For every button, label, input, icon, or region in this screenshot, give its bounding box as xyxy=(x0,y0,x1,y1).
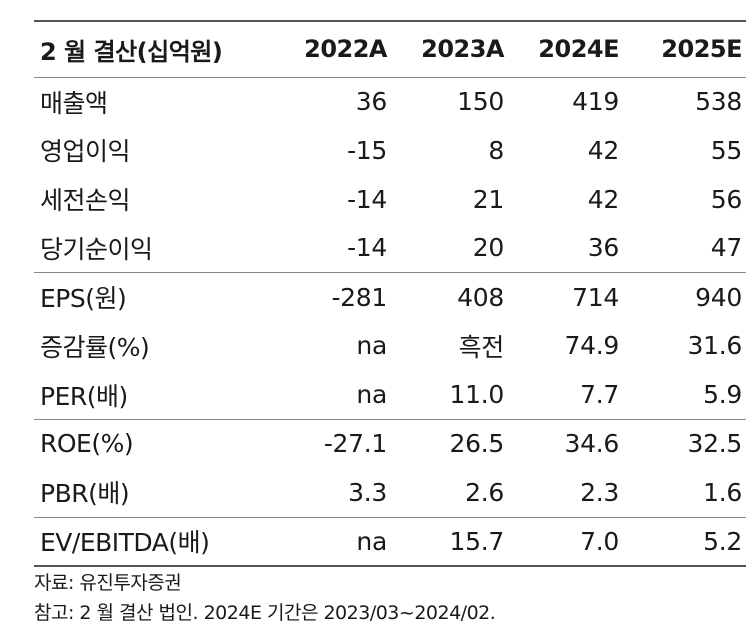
table-cell: 940 xyxy=(695,282,742,312)
table-cell: 26.5 xyxy=(449,429,505,459)
row-label: 영업이익 xyxy=(40,137,131,167)
header-year-2025e: 2025E xyxy=(623,20,746,78)
table-cell: 5.9 xyxy=(623,370,746,420)
table-cell: 2.6 xyxy=(391,468,508,518)
table-row-pretax-income: 세전손익 -14 21 42 56 xyxy=(34,175,746,224)
header-year-2024e: 2024E xyxy=(508,20,623,78)
table-cell: -27.1 xyxy=(323,429,387,459)
row-label: PBR(배) xyxy=(34,468,264,518)
row-label: 매출액 xyxy=(40,88,108,118)
table-row-per: PER(배) na 11.0 7.7 5.9 xyxy=(34,370,746,420)
table-cell: 74.9 xyxy=(564,331,620,361)
table-row-roe: ROE(%) -27.1 26.5 34.6 32.5 xyxy=(34,419,746,468)
table-cell: 3.3 xyxy=(264,468,391,518)
source-note: 자료: 유진투자증권 xyxy=(34,572,182,594)
table-cell: 32.5 xyxy=(687,429,743,459)
table-cell: 408 xyxy=(457,282,504,312)
table-row-ev-ebitda: EV/EBITDA(배) na 15.7 7.0 5.2 xyxy=(34,517,746,567)
table-cell: 8 xyxy=(488,135,504,165)
table-header-row: 2 월 결산(십억원) 2022A 2023A 2024E 2025E xyxy=(34,20,746,78)
row-label: 당기순이익 xyxy=(34,223,264,274)
table-cell: 419 xyxy=(572,87,619,117)
table-cell: 36 xyxy=(355,87,388,117)
table-notes: 자료: 유진투자증권 참고: 2 월 결산 법인. 2024E 기간은 2023… xyxy=(34,568,746,628)
table-cell: 21 xyxy=(472,184,505,214)
table-cell: 150 xyxy=(457,87,504,117)
table-cell: na xyxy=(264,370,391,420)
table-cell: 1.6 xyxy=(623,468,746,518)
table-cell: 714 xyxy=(572,282,619,312)
table-cell: 2.3 xyxy=(508,468,623,518)
table-cell: 31.6 xyxy=(687,331,743,361)
table-cell: 34.6 xyxy=(564,429,620,459)
financial-summary-table-container: 2 월 결산(십억원) 2022A 2023A 2024E 2025E 매출액 … xyxy=(34,20,746,567)
row-label: 세전손익 xyxy=(40,186,131,216)
table-cell: 11.0 xyxy=(391,370,508,420)
table-cell: 20 xyxy=(391,223,508,274)
header-year-2022a: 2022A xyxy=(264,20,391,78)
table-row-eps: EPS(원) -281 408 714 940 xyxy=(34,273,746,322)
row-label: ROE(%) xyxy=(40,429,134,459)
table-cell: 56 xyxy=(710,184,743,214)
table-cell: -14 xyxy=(347,184,387,214)
table-cell: -14 xyxy=(264,223,391,274)
table-cell: 47 xyxy=(623,223,746,274)
table-cell: 흑전 xyxy=(458,332,505,362)
table-cell: na xyxy=(356,331,387,361)
table-row-operating-profit: 영업이익 -15 8 42 55 xyxy=(34,126,746,175)
table-row-net-income: 당기순이익 -14 20 36 47 xyxy=(34,223,746,274)
table-row-growth-rate: 증감률(%) na 흑전 74.9 31.6 xyxy=(34,321,746,370)
table-cell: 7.7 xyxy=(508,370,623,420)
row-label: PER(배) xyxy=(34,370,264,420)
table-cell: 42 xyxy=(587,135,620,165)
table-row-pbr: PBR(배) 3.3 2.6 2.3 1.6 xyxy=(34,468,746,518)
table-row-revenue: 매출액 36 150 419 538 xyxy=(34,77,746,126)
reference-note: 참고: 2 월 결산 법인. 2024E 기간은 2023/03~2024/02… xyxy=(34,602,496,624)
table-cell: 5.2 xyxy=(623,517,746,567)
table-cell: 7.0 xyxy=(508,517,623,567)
table-cell: 42 xyxy=(587,184,620,214)
row-label: EV/EBITDA(배) xyxy=(34,517,264,567)
table-cell: 15.7 xyxy=(391,517,508,567)
header-year-2023a: 2023A xyxy=(391,20,508,78)
header-label: 2 월 결산(십억원) xyxy=(34,20,264,78)
table-cell: -15 xyxy=(347,135,387,165)
table-cell: 36 xyxy=(508,223,623,274)
table-cell: -281 xyxy=(331,282,387,312)
table-cell: 538 xyxy=(695,87,742,117)
table-cell: 55 xyxy=(710,135,743,165)
row-label: 증감률(%) xyxy=(40,332,150,362)
financial-summary-table: 2 월 결산(십억원) 2022A 2023A 2024E 2025E 매출액 … xyxy=(34,20,746,567)
table-cell: na xyxy=(264,517,391,567)
row-label: EPS(원) xyxy=(40,284,127,314)
